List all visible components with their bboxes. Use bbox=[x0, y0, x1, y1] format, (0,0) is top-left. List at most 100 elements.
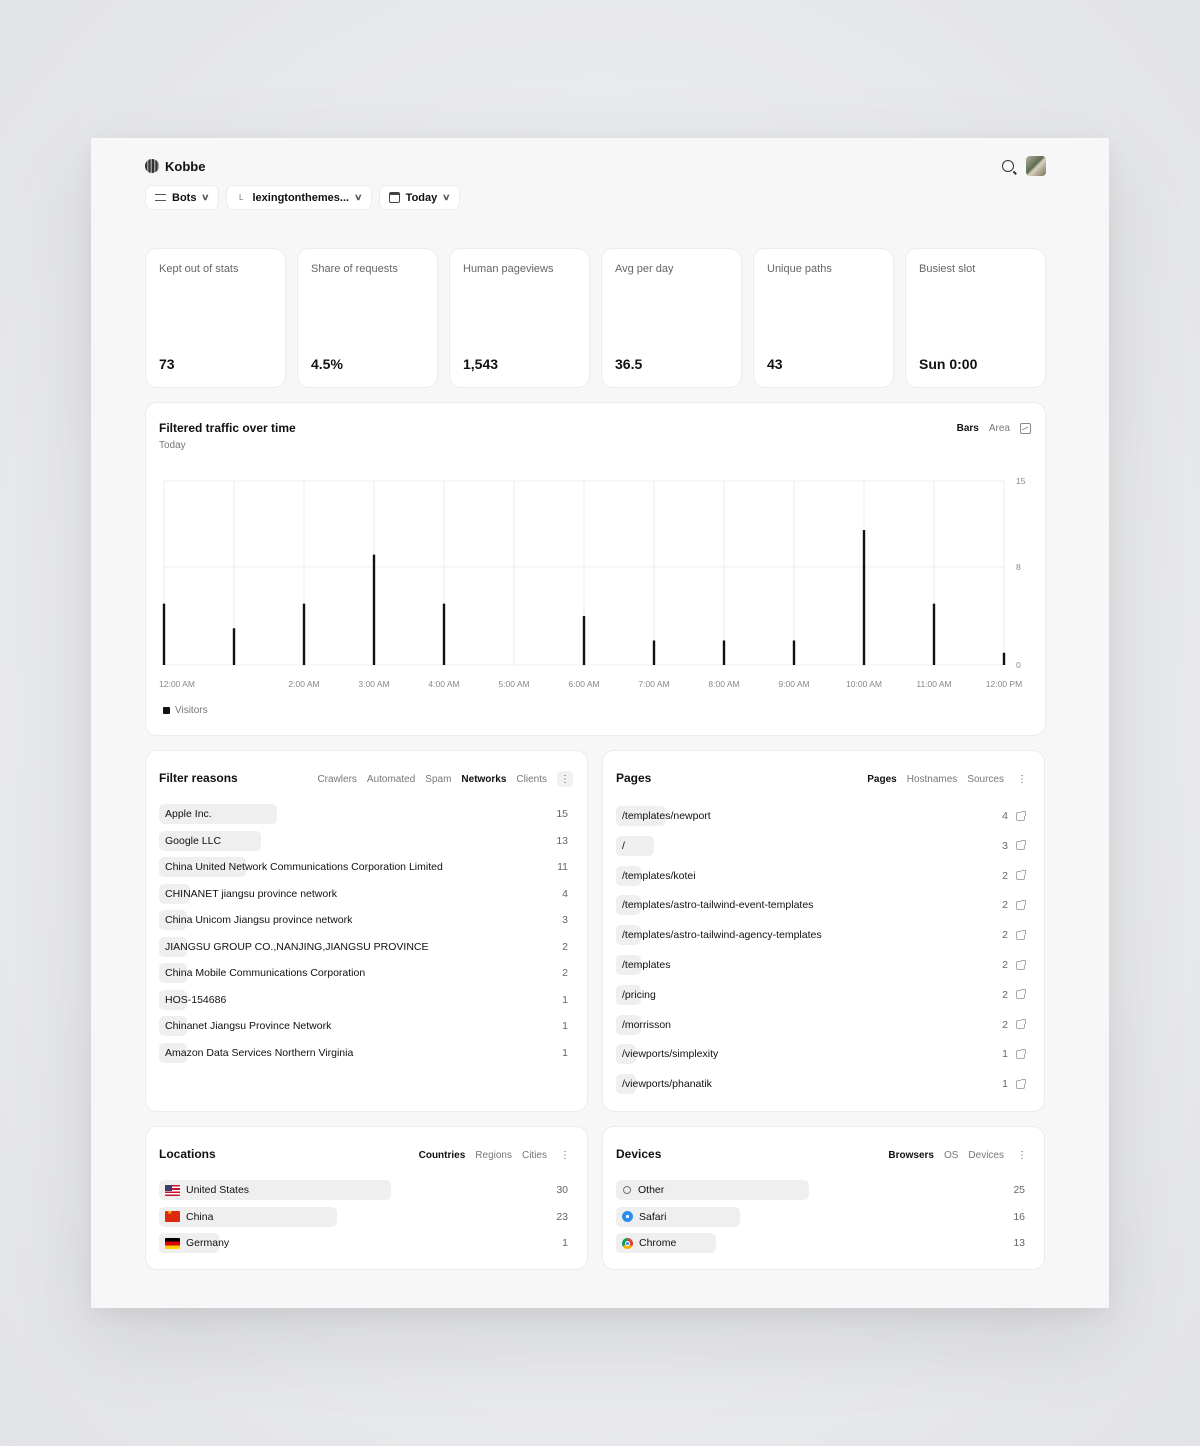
header-actions bbox=[1002, 156, 1046, 176]
tab-devices[interactable]: Devices bbox=[968, 1149, 1004, 1161]
list-item-count: 1 bbox=[562, 1237, 568, 1249]
list-item[interactable]: /viewports/simplexity 1 bbox=[616, 1044, 1026, 1065]
tab-sources[interactable]: Sources bbox=[967, 773, 1004, 785]
stat-label: Busiest slot bbox=[919, 263, 976, 275]
brand[interactable]: Kobbe bbox=[145, 159, 205, 174]
list-item[interactable]: China United Network Communications Corp… bbox=[159, 857, 568, 877]
y-tick-label: 8 bbox=[1016, 562, 1021, 572]
search-icon[interactable] bbox=[1002, 160, 1014, 172]
value-bar bbox=[159, 1180, 391, 1200]
area-toggle[interactable]: Area bbox=[988, 423, 1010, 434]
us-flag-icon bbox=[165, 1184, 180, 1196]
external-link-icon[interactable] bbox=[1016, 840, 1026, 851]
list-item[interactable]: Chrome 13 bbox=[616, 1233, 1025, 1253]
tab-automated[interactable]: Automated bbox=[366, 773, 416, 785]
list-item-count: 2 bbox=[1002, 988, 1008, 1001]
list-item[interactable]: /morrisson 2 bbox=[616, 1014, 1026, 1035]
safari-icon bbox=[622, 1211, 633, 1222]
tab-hostnames[interactable]: Hostnames bbox=[906, 773, 958, 785]
tab-regions[interactable]: Regions bbox=[475, 1149, 512, 1161]
external-link-icon[interactable] bbox=[1016, 1019, 1026, 1030]
list-item-name: United States bbox=[159, 1180, 391, 1200]
external-link-icon[interactable] bbox=[1016, 959, 1026, 970]
tab-countries[interactable]: Countries bbox=[418, 1149, 466, 1161]
list-item-count-group: 1 bbox=[562, 1020, 568, 1032]
tab-clients[interactable]: Clients bbox=[516, 773, 547, 785]
value-bar bbox=[616, 1044, 636, 1065]
more-options-icon[interactable]: ⋮ bbox=[560, 1149, 570, 1161]
list-item[interactable]: JIANGSU GROUP CO.,NANJING,JIANGSU PROVIN… bbox=[159, 936, 568, 957]
stat-cards: Kept out of stats 73 Share of requests 4.5… bbox=[145, 248, 1046, 388]
list-item[interactable]: Germany 1 bbox=[159, 1233, 568, 1253]
image-export-icon[interactable] bbox=[1020, 423, 1031, 434]
tab-pages[interactable]: Pages bbox=[867, 773, 897, 785]
stat-card: Busiest slot Sun 0:00 bbox=[905, 248, 1046, 388]
chart-bar bbox=[862, 530, 866, 665]
list-item[interactable]: HOS-154686 1 bbox=[159, 989, 568, 1010]
tab-networks[interactable]: Networks bbox=[461, 773, 507, 785]
mode-filter-button[interactable]: Bots ∨ bbox=[145, 185, 220, 210]
site-selector-button[interactable]: L lexingtonthemes... ∨ bbox=[226, 185, 372, 210]
more-options-icon[interactable]: ⋮ bbox=[557, 771, 573, 787]
list-item[interactable]: CHINANET jiangsu province network 4 bbox=[159, 883, 568, 904]
list-item[interactable]: China Mobile Communications Corporation 2 bbox=[159, 963, 568, 983]
list-item-label: Apple Inc. bbox=[165, 808, 212, 820]
external-link-icon[interactable] bbox=[1016, 899, 1026, 910]
list-item-count-group: 11 bbox=[557, 861, 568, 873]
list-item[interactable]: Other 25 bbox=[616, 1180, 1025, 1200]
external-link-icon[interactable] bbox=[1016, 989, 1026, 1000]
locations-card: Locations Countries Regions Cities ⋮ Uni… bbox=[145, 1126, 588, 1270]
list-item[interactable]: /templates 2 bbox=[616, 955, 1026, 975]
devices-tabs: Browsers OS Devices ⋮ bbox=[888, 1147, 1030, 1163]
list-item[interactable]: Chinanet Jiangsu Province Network 1 bbox=[159, 1016, 568, 1036]
tab-browsers[interactable]: Browsers bbox=[888, 1149, 934, 1161]
list-item[interactable]: /templates/kotei 2 bbox=[616, 865, 1026, 886]
list-item-label: CHINANET jiangsu province network bbox=[165, 887, 337, 900]
list-item-count-group: 30 bbox=[556, 1184, 568, 1196]
list-item[interactable]: /templates/astro-tailwind-event-template… bbox=[616, 895, 1026, 916]
other-browser-icon bbox=[623, 1186, 631, 1194]
stat-label: Human pageviews bbox=[463, 263, 554, 275]
list-item-label: Chrome bbox=[639, 1237, 677, 1249]
more-options-icon[interactable]: ⋮ bbox=[1017, 773, 1027, 785]
list-item[interactable]: Google LLC 13 bbox=[159, 830, 568, 851]
bars-toggle[interactable]: Bars bbox=[956, 423, 979, 434]
list-item[interactable]: /templates/newport 4 bbox=[616, 806, 1026, 826]
list-item[interactable]: /3 bbox=[616, 835, 1026, 856]
list-item[interactable]: United States 30 bbox=[159, 1180, 568, 1200]
tab-crawlers[interactable]: Crawlers bbox=[317, 773, 357, 785]
external-link-icon[interactable] bbox=[1016, 1078, 1026, 1089]
more-options-icon[interactable]: ⋮ bbox=[1017, 1149, 1027, 1161]
external-link-icon[interactable] bbox=[1016, 810, 1026, 821]
list-item-label: Safari bbox=[639, 1210, 667, 1223]
external-link-icon[interactable] bbox=[1016, 870, 1026, 881]
tab-os[interactable]: OS bbox=[943, 1149, 959, 1161]
external-link-icon[interactable] bbox=[1016, 929, 1026, 940]
x-tick-label: 3:00 AM bbox=[358, 679, 389, 689]
filter-reasons-card: Filter reasons Crawlers Automated Spam N… bbox=[145, 750, 588, 1112]
chart-bar bbox=[1002, 652, 1006, 665]
locations-tabs: Countries Regions Cities ⋮ bbox=[419, 1147, 573, 1163]
external-link-icon[interactable] bbox=[1016, 1048, 1026, 1059]
list-item-label: Germany bbox=[186, 1237, 230, 1249]
list-item[interactable]: Apple Inc. 15 bbox=[159, 804, 568, 824]
list-item[interactable]: Safari 16 bbox=[616, 1206, 1025, 1227]
list-item[interactable]: /pricing 2 bbox=[616, 984, 1026, 1005]
list-item[interactable]: /viewports/phanatik 1 bbox=[616, 1074, 1026, 1095]
list-item[interactable]: Amazon Data Services Northern Virginia 1 bbox=[159, 1042, 568, 1063]
list-item-count: 3 bbox=[562, 914, 568, 926]
value-bar bbox=[616, 1233, 717, 1253]
avatar[interactable] bbox=[1026, 156, 1046, 176]
tab-spam[interactable]: Spam bbox=[425, 773, 452, 785]
list-item[interactable]: China 23 bbox=[159, 1206, 568, 1227]
list-item-name: /pricing bbox=[616, 984, 656, 1005]
chart-bar bbox=[302, 603, 306, 665]
list-item[interactable]: /templates/astro-tailwind-agency-templat… bbox=[616, 925, 1026, 946]
list-item[interactable]: China Unicom Jiangsu province network 3 bbox=[159, 910, 568, 930]
tab-cities[interactable]: Cities bbox=[521, 1149, 547, 1161]
stat-label: Unique paths bbox=[767, 263, 832, 275]
list-item-count: 30 bbox=[556, 1184, 568, 1196]
date-range-button[interactable]: Today ∨ bbox=[378, 185, 460, 210]
pages-tabs: Pages Hostnames Sources ⋮ bbox=[867, 771, 1030, 787]
value-bar bbox=[616, 1180, 809, 1200]
